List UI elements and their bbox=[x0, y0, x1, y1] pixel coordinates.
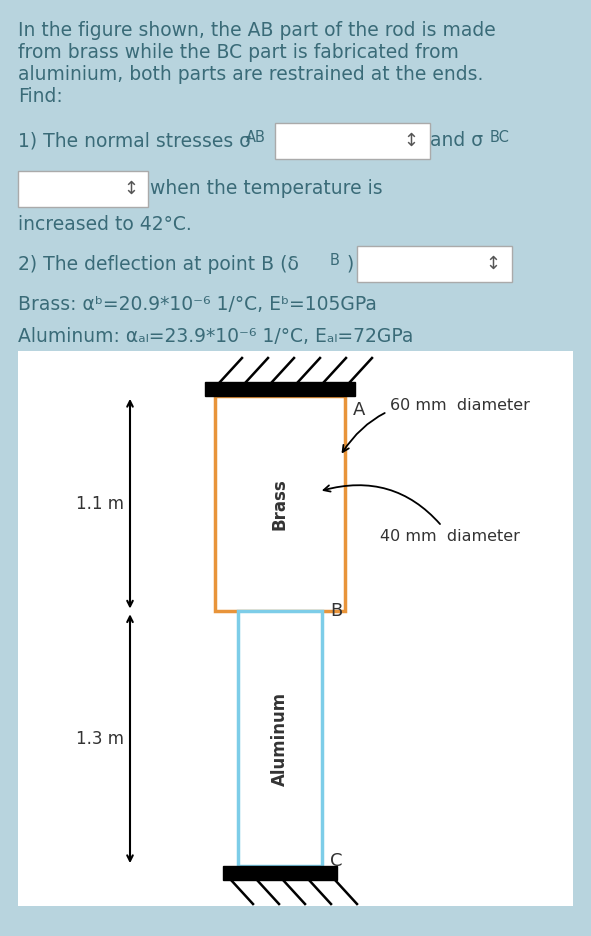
Text: B: B bbox=[330, 603, 342, 621]
Bar bbox=[275, 123, 430, 159]
Text: aluminium, both parts are restrained at the ends.: aluminium, both parts are restrained at … bbox=[18, 65, 483, 84]
Text: Aluminum: Aluminum bbox=[271, 692, 289, 785]
Text: BC: BC bbox=[490, 130, 510, 145]
Bar bbox=[215, 396, 345, 611]
Text: 40 mm  diameter: 40 mm diameter bbox=[324, 485, 520, 544]
Text: A: A bbox=[353, 401, 365, 419]
Text: AB: AB bbox=[246, 130, 266, 145]
Text: 1.3 m: 1.3 m bbox=[76, 730, 124, 748]
Text: Brass: αᵇ=20.9*10⁻⁶ 1/°C, Eᵇ=105GPa: Brass: αᵇ=20.9*10⁻⁶ 1/°C, Eᵇ=105GPa bbox=[18, 295, 377, 314]
Bar bbox=[205, 382, 355, 396]
Text: ↕: ↕ bbox=[403, 132, 418, 150]
Text: ↕: ↕ bbox=[123, 180, 138, 198]
Text: 1) The normal stresses σ: 1) The normal stresses σ bbox=[18, 131, 251, 151]
Text: Aluminum: αₐₗ=23.9*10⁻⁶ 1/°C, Eₐₗ=72GPa: Aluminum: αₐₗ=23.9*10⁻⁶ 1/°C, Eₐₗ=72GPa bbox=[18, 327, 413, 345]
Bar bbox=[18, 171, 148, 207]
Text: from brass while the BC part is fabricated from: from brass while the BC part is fabricat… bbox=[18, 43, 459, 62]
Bar bbox=[18, 351, 573, 906]
Bar bbox=[238, 611, 322, 866]
Bar bbox=[223, 866, 337, 880]
Text: B: B bbox=[330, 253, 340, 268]
Text: when the temperature is: when the temperature is bbox=[150, 180, 382, 198]
Text: 60 mm  diameter: 60 mm diameter bbox=[343, 399, 530, 452]
Text: 2) The deflection at point B (δ: 2) The deflection at point B (δ bbox=[18, 255, 299, 273]
Text: C: C bbox=[330, 852, 343, 870]
Text: increased to 42°C.: increased to 42°C. bbox=[18, 214, 191, 233]
Text: In the figure shown, the AB part of the rod is made: In the figure shown, the AB part of the … bbox=[18, 21, 496, 40]
Text: 1.1 m: 1.1 m bbox=[76, 495, 124, 513]
Text: and σ: and σ bbox=[430, 131, 483, 151]
Text: ): ) bbox=[347, 255, 354, 273]
Text: Find:: Find: bbox=[18, 87, 63, 106]
Text: ↕: ↕ bbox=[485, 255, 500, 273]
Bar bbox=[357, 246, 512, 282]
Text: Brass: Brass bbox=[271, 478, 289, 530]
